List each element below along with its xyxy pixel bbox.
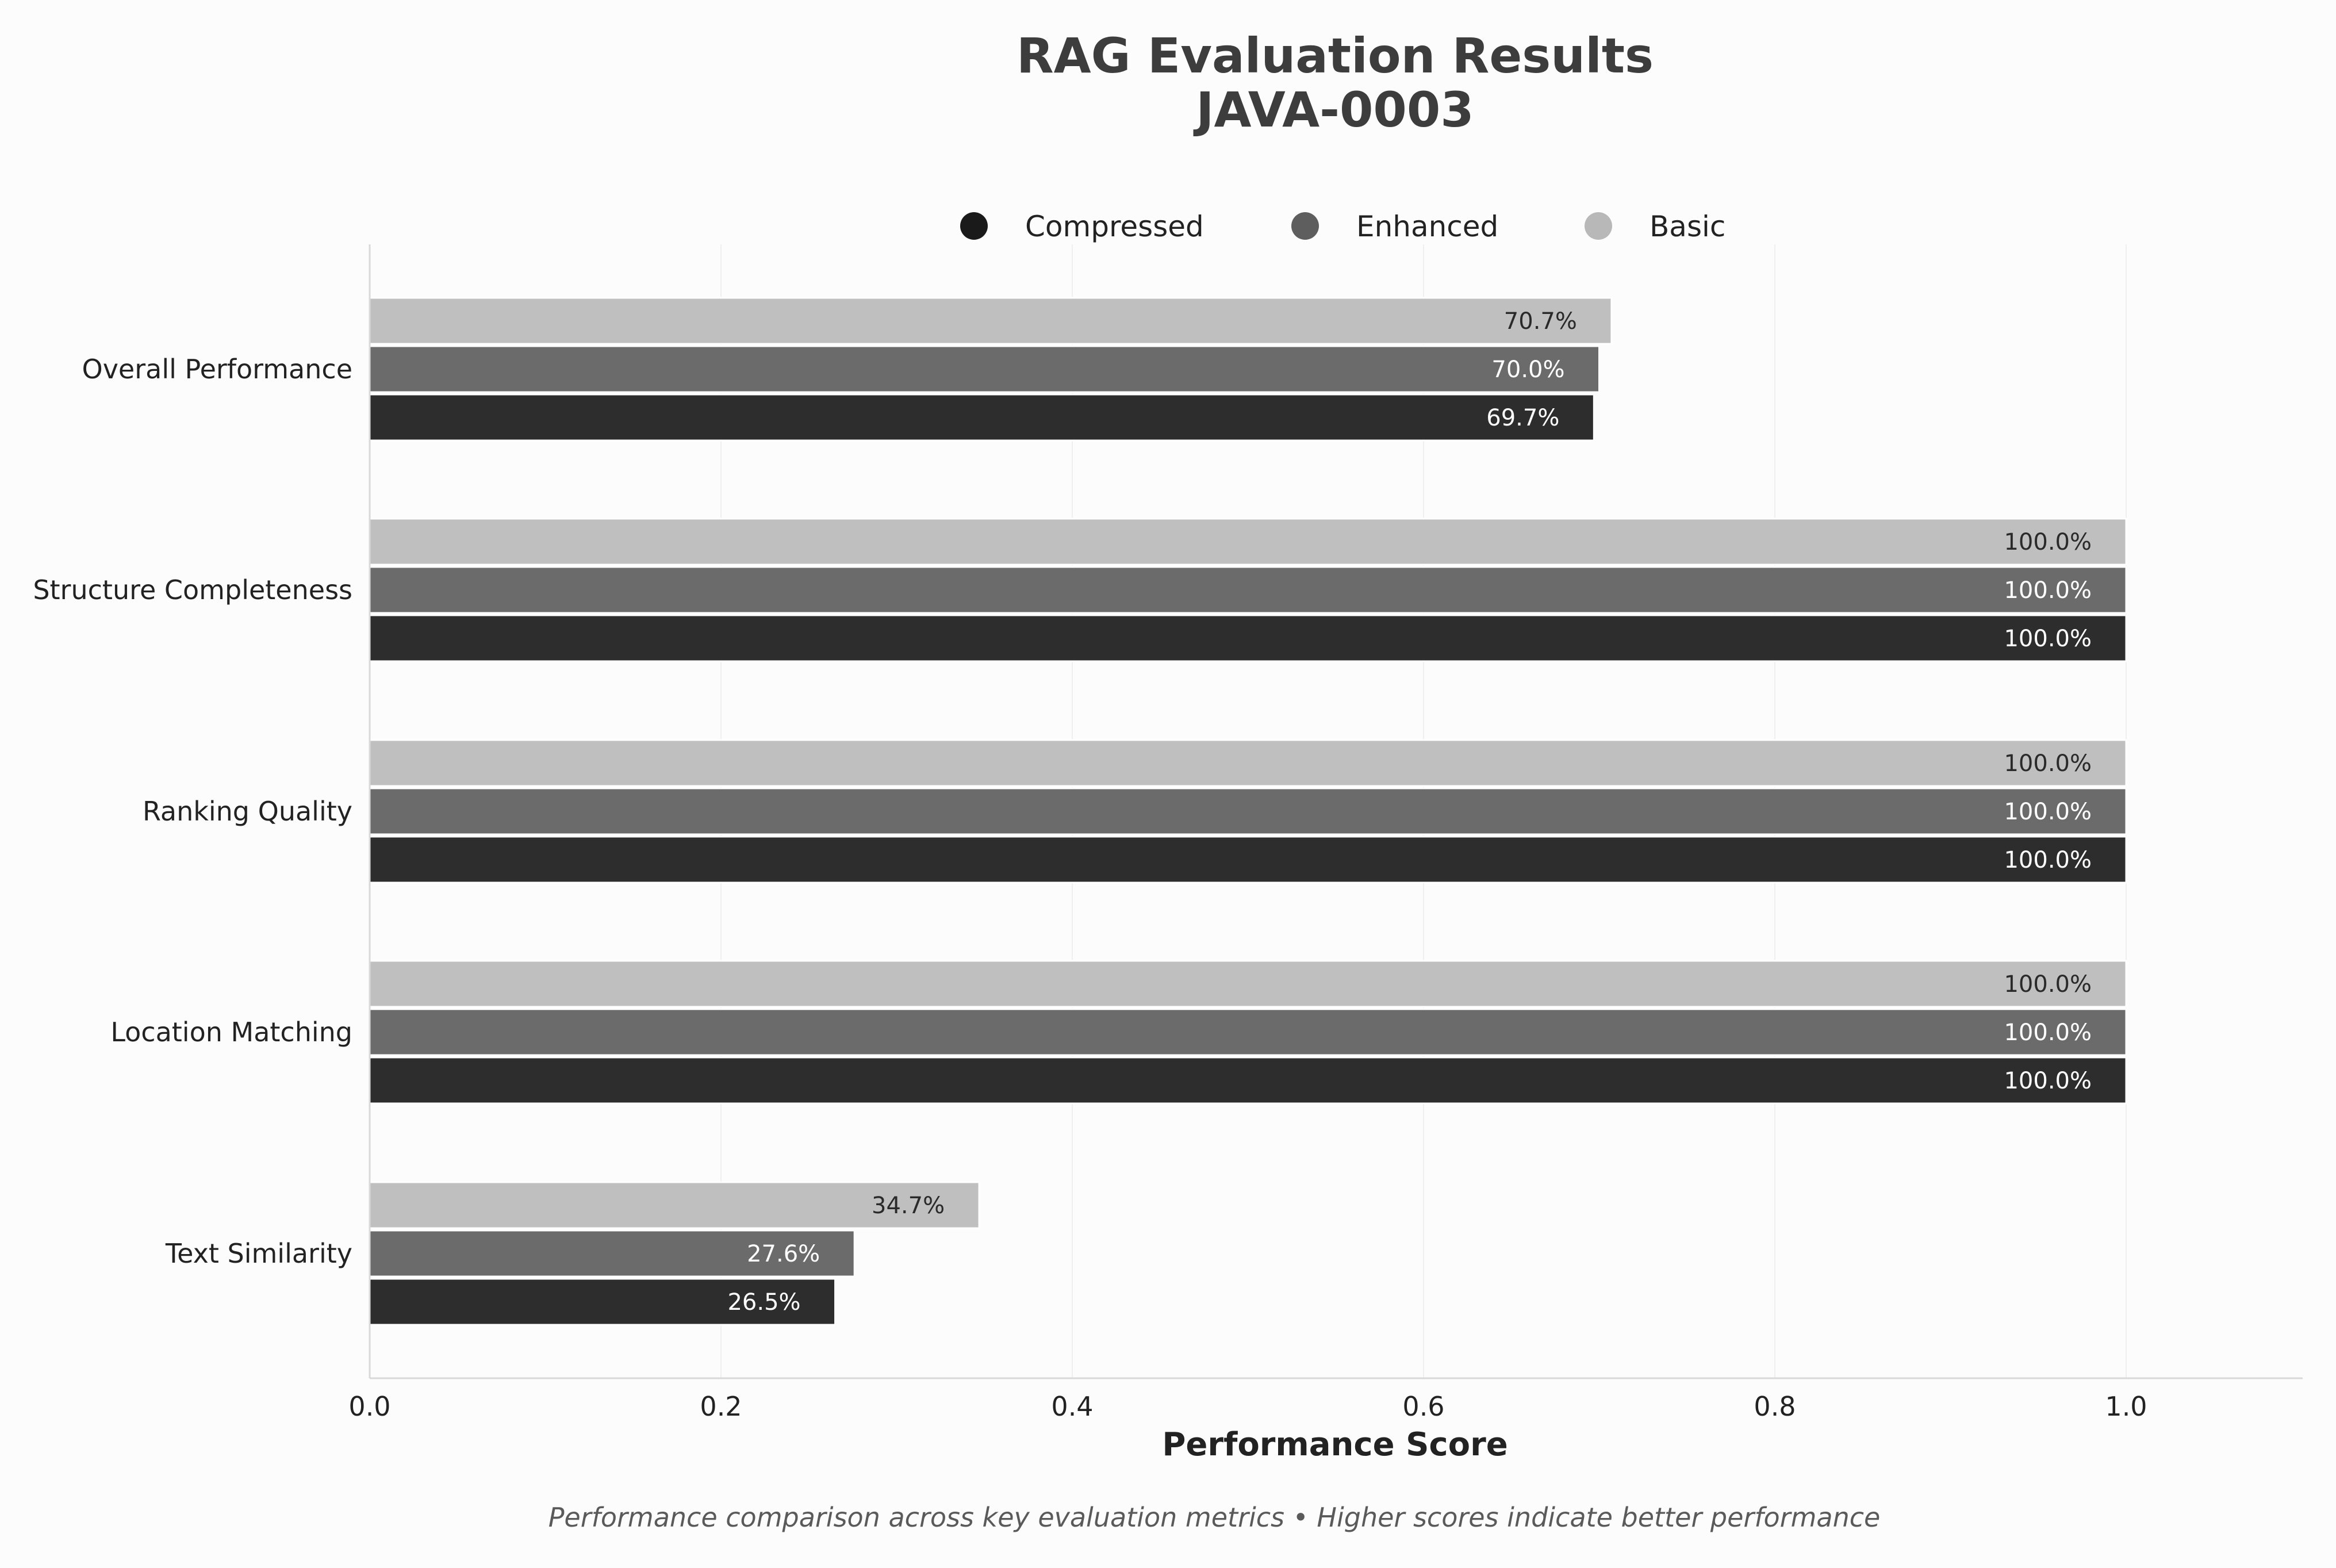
data-label-basic: 100.0% bbox=[2004, 529, 2092, 555]
x-tick-label: 0.2 bbox=[700, 1391, 742, 1422]
data-label-enhanced: 100.0% bbox=[2004, 577, 2092, 604]
legend-label-basic: Basic bbox=[1650, 210, 1725, 243]
data-label-basic: 34.7% bbox=[872, 1193, 945, 1219]
chart-title-line2: JAVA-0003 bbox=[1193, 82, 1474, 138]
bar-compressed bbox=[369, 1056, 2127, 1105]
data-label-compressed: 100.0% bbox=[2004, 847, 2092, 873]
x-tick-label: 0.6 bbox=[1402, 1391, 1444, 1422]
data-label-compressed: 100.0% bbox=[2004, 626, 2092, 652]
legend-label-enhanced: Enhanced bbox=[1356, 210, 1498, 243]
bar-compressed bbox=[369, 1278, 837, 1326]
legend-label-compressed: Compressed bbox=[1025, 210, 1204, 243]
bar-basic bbox=[369, 960, 2127, 1008]
category-label: Structure Completeness bbox=[33, 574, 352, 605]
data-label-basic: 70.7% bbox=[1504, 308, 1577, 335]
x-tick-label: 0.0 bbox=[348, 1391, 390, 1422]
x-axis-label: Performance Score bbox=[1162, 1426, 1508, 1463]
category-label: Overall Performance bbox=[82, 354, 352, 385]
data-label-enhanced: 27.6% bbox=[747, 1241, 820, 1267]
category-label: Text Similarity bbox=[165, 1238, 352, 1269]
data-label-enhanced: 70.0% bbox=[1491, 356, 1564, 383]
bar-compressed bbox=[369, 835, 2127, 884]
data-label-enhanced: 100.0% bbox=[2004, 1019, 2092, 1046]
chart-caption: Performance comparison across key evalua… bbox=[548, 1502, 1881, 1533]
bar-basic bbox=[369, 517, 2127, 566]
bar-enhanced bbox=[369, 345, 1600, 393]
data-label-basic: 100.0% bbox=[2004, 971, 2092, 998]
x-tick-label: 0.4 bbox=[1051, 1391, 1093, 1422]
bar-basic bbox=[369, 739, 2127, 787]
data-label-basic: 100.0% bbox=[2004, 750, 2092, 777]
bar-enhanced bbox=[369, 566, 2127, 614]
axes: 0.0 0.2 0.4 0.6 0.8 1.0 Overall Performance Str… bbox=[33, 244, 2303, 1422]
legend: Compressed Enhanced Basic bbox=[960, 210, 1725, 243]
bars: 69.7% 70.0% 70.7% 100.0% 100.0% 100.0% 100.0% 1… bbox=[369, 297, 2127, 1326]
bar-basic bbox=[369, 1181, 980, 1229]
bar-basic bbox=[369, 297, 1613, 345]
legend-marker-compressed bbox=[960, 212, 988, 240]
bar-enhanced bbox=[369, 787, 2127, 835]
data-label-compressed: 26.5% bbox=[727, 1289, 800, 1316]
data-label-compressed: 69.7% bbox=[1486, 405, 1559, 431]
bar-enhanced bbox=[369, 1008, 2127, 1056]
category-label: Ranking Quality bbox=[143, 796, 352, 827]
data-label-enhanced: 100.0% bbox=[2004, 799, 2092, 825]
data-label-compressed: 100.0% bbox=[2004, 1068, 2092, 1094]
x-tick-label: 0.8 bbox=[1754, 1391, 1796, 1422]
x-tick-label: 1.0 bbox=[2105, 1391, 2147, 1422]
legend-marker-enhanced bbox=[1291, 212, 1319, 240]
bar-compressed bbox=[369, 614, 2127, 662]
chart-title-line1: RAG Evaluation Results bbox=[1017, 28, 1654, 84]
legend-marker-basic bbox=[1585, 212, 1612, 240]
bar-compressed bbox=[369, 393, 1595, 442]
category-label: Location Matching bbox=[110, 1017, 352, 1048]
